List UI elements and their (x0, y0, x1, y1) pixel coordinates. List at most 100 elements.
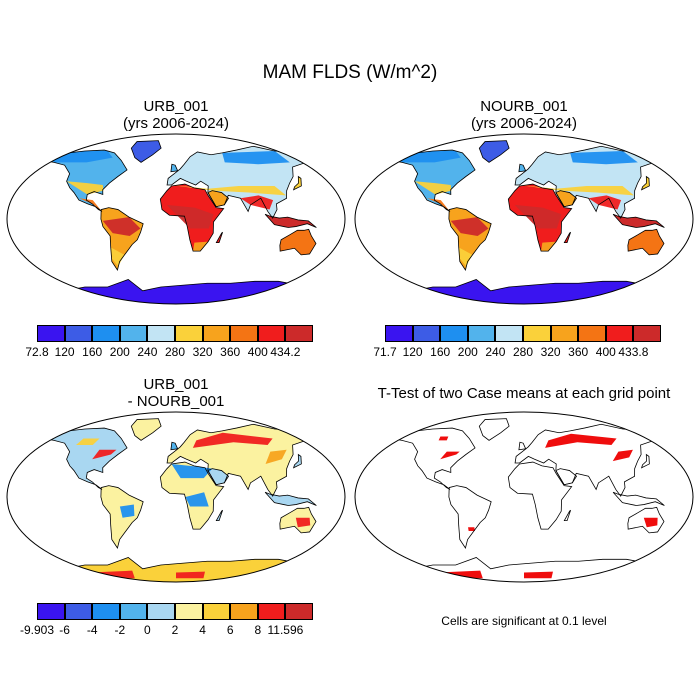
shaded-region (545, 433, 617, 448)
shaded-region (541, 241, 557, 252)
southAmerica-coastline (448, 485, 492, 549)
map-ttest (354, 411, 694, 583)
northAmerica-coastline (42, 427, 128, 490)
shaded-region (519, 185, 634, 196)
panel-diff-title-line2: - NOURB_001 (127, 393, 225, 410)
uk-land (170, 164, 178, 172)
japan-coastline (292, 453, 302, 469)
urb-colorbar-label: 240 (137, 345, 158, 359)
indonesia-land (613, 214, 665, 228)
nourb-colorbar-label: 433.8 (618, 345, 649, 359)
shaded-region (468, 527, 475, 531)
map-nourb (354, 133, 694, 305)
map-urb (6, 133, 346, 305)
panel-diff-title-line1: URB_001 (143, 376, 209, 393)
nourb-colorbar-box (578, 325, 606, 342)
indonesia-coastline (264, 491, 317, 506)
greenland-coastline (130, 418, 162, 441)
map-border (6, 411, 346, 583)
panel-urb-title-line2: (yrs 2006-2024) (123, 115, 229, 132)
map-border (354, 133, 694, 305)
shaded-region (570, 151, 638, 165)
eurasia-coastline (166, 145, 320, 219)
northAmerica-land (43, 150, 128, 212)
map-land-layer (34, 140, 335, 304)
australia-land (627, 229, 664, 255)
nourb-colorbar-label: 400 (595, 345, 616, 359)
urb-colorbar-box (92, 325, 120, 342)
diff-colorbar-label: -6 (59, 623, 70, 637)
diff-colorbar-box (230, 603, 258, 620)
urb-colorbar-box (175, 325, 203, 342)
shaded-region (265, 449, 287, 464)
colorbar-nourb: 71.7 120 160 200 240 280 320 360 400 433.8 (373, 325, 661, 361)
greenland-coastline (478, 418, 510, 441)
southAmerica-coastline (100, 207, 144, 271)
diff-colorbar-label: 2 (171, 623, 179, 637)
nourb-colorbar-label: 71.7 (373, 345, 397, 359)
arabia-land (207, 190, 229, 207)
nourb-colorbar-label: 360 (568, 345, 589, 359)
nourb-colorbar-label: 120 (402, 345, 423, 359)
shaded-region (414, 181, 452, 195)
uk-coastline (518, 163, 527, 173)
arabia-coastline (555, 190, 578, 208)
greenland-land (479, 140, 510, 163)
nourb-colorbar-box (385, 325, 413, 342)
madagascar-coastline (215, 509, 223, 522)
shaded-region (295, 517, 311, 528)
diff-colorbar-box (285, 603, 313, 620)
uk-coastline (170, 441, 179, 451)
indonesia-land (613, 492, 665, 506)
greenland-land (131, 418, 162, 441)
diff-colorbar-box (64, 603, 93, 620)
northAmerica-coastline (390, 427, 476, 490)
arabia-coastline (207, 468, 230, 486)
panel-urb-title-line1: URB_001 (143, 98, 209, 115)
urb-colorbar-box (37, 325, 65, 342)
shaded-region (440, 451, 460, 460)
arabia-coastline (207, 190, 230, 208)
nourb-colorbar-box (523, 325, 551, 342)
indonesia-coastline (612, 491, 665, 506)
eurasia-coastline (166, 423, 320, 497)
panel-diff-title: URB_001 - NOURB_001 (76, 376, 276, 410)
nourb-colorbar-box (412, 325, 441, 342)
diff-colorbar-label: -4 (86, 623, 98, 637)
greenland-coastline (130, 140, 162, 163)
nourb-colorbar-label: 280 (512, 345, 534, 359)
nourb-colorbar-label: 240 (485, 345, 506, 359)
urb-colorbar-box (64, 325, 93, 342)
africa-coastline (159, 183, 225, 252)
diff-colorbar-box (119, 603, 148, 620)
nourb-colorbar-box (550, 325, 579, 342)
shaded-region (222, 151, 290, 165)
shaded-region (171, 185, 286, 196)
northAmerica-coastline (390, 149, 476, 212)
map-border (354, 411, 694, 583)
shaded-region (450, 217, 489, 236)
nourb-colorbar-label: 200 (457, 345, 478, 359)
africa-coastline (159, 461, 225, 530)
panel-nourb-title-line1: NOURB_001 (480, 98, 568, 115)
uk-land (518, 164, 526, 172)
significance-note: Cells are significant at 0.1 level (441, 614, 607, 628)
nourb-colorbar-label: 320 (540, 345, 561, 359)
arabia-coastline (555, 468, 578, 486)
madagascar-coastline (215, 231, 223, 244)
australia-coastline (279, 228, 317, 256)
australia-coastline (279, 506, 317, 534)
urb-colorbar-label: 434.2 (270, 345, 301, 359)
panel-nourb-title-line2: (yrs 2006-2024) (471, 115, 577, 132)
urb-colorbar-box (285, 325, 313, 342)
urb-colorbar-label: 320 (192, 345, 213, 359)
japan-coastline (292, 175, 302, 191)
northAmerica-land (391, 428, 476, 490)
diff-colorbar-box (257, 603, 286, 620)
australia-coastline (627, 506, 665, 534)
colorbar-diff: -9.903 -6 -4 -2 0 2 4 6 8 11.596 (20, 603, 313, 639)
diff-colorbar-label: 8 (254, 623, 262, 637)
indonesia-coastline (264, 213, 317, 228)
map-diff (6, 411, 346, 583)
greenland-coastline (478, 140, 510, 163)
